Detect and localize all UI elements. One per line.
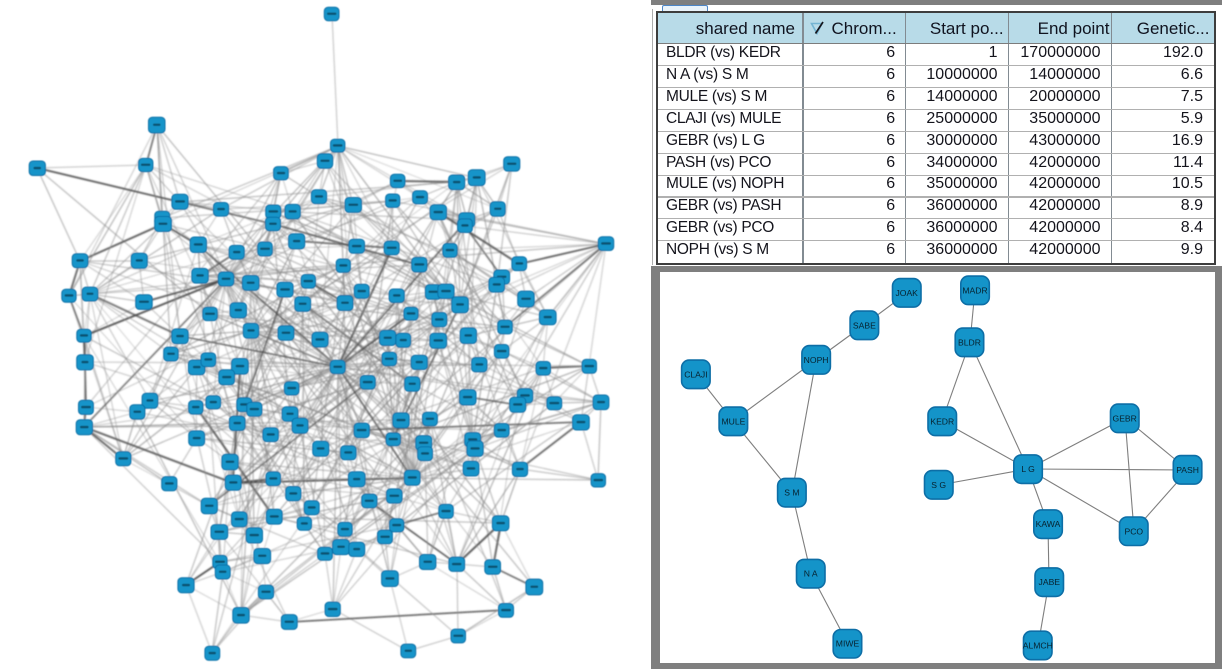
svg-text:S M: S M	[784, 488, 799, 498]
svg-text:L G: L G	[1021, 464, 1035, 474]
svg-text:MIWE: MIWE	[836, 639, 860, 649]
svg-text:N A: N A	[804, 569, 818, 579]
svg-text:NOPH: NOPH	[804, 355, 829, 365]
svg-text:PASH: PASH	[1176, 465, 1199, 475]
svg-text:ALMCH: ALMCH	[1023, 641, 1053, 651]
svg-text:CLAJI: CLAJI	[684, 369, 707, 379]
svg-text:S G: S G	[931, 480, 946, 490]
svg-text:GEBR: GEBR	[1113, 413, 1137, 423]
svg-text:JABE: JABE	[1039, 577, 1061, 587]
svg-text:MULE: MULE	[721, 416, 745, 426]
svg-text:BLDR: BLDR	[958, 337, 981, 347]
svg-text:KEDR: KEDR	[930, 416, 954, 426]
svg-text:SABE: SABE	[853, 320, 876, 330]
svg-text:JOAK: JOAK	[895, 288, 918, 298]
svg-text:MADR: MADR	[962, 285, 987, 295]
svg-text:PCO: PCO	[1124, 526, 1143, 536]
svg-text:KAWA: KAWA	[1036, 519, 1061, 529]
